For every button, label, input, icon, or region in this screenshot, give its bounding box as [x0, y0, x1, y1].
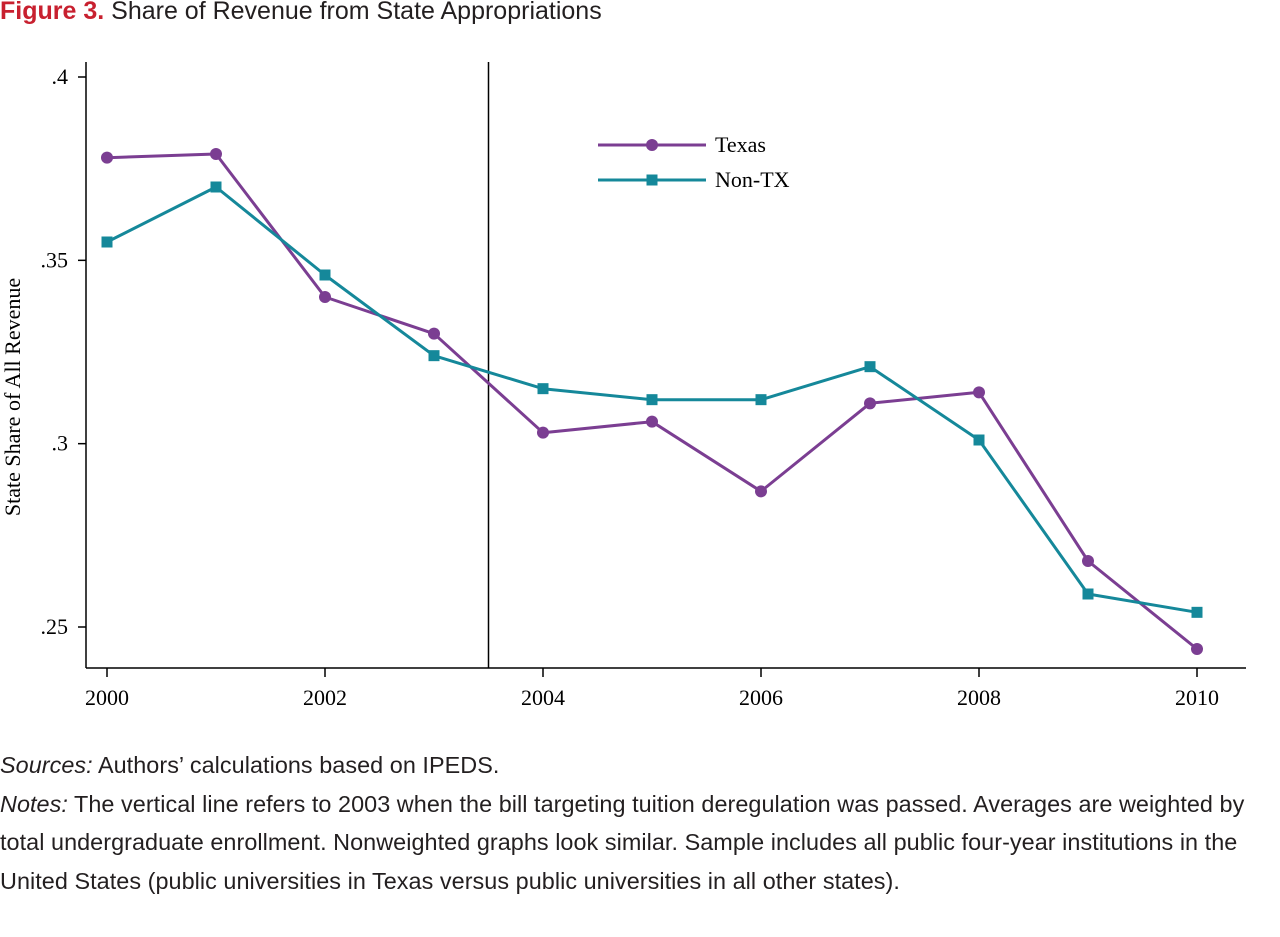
x-tick-label: 2010 [1175, 685, 1219, 710]
figure-notes: Sources: Authors’ calculations based on … [0, 746, 1280, 900]
legend: Texas Non-TX [598, 132, 790, 192]
axes: .25 .3 .35 .4 2000 2002 2004 2006 2008 2010 State … [0, 62, 1246, 710]
figure-title: Figure 3. Share of Revenue from State Ap… [0, 0, 602, 28]
y-tick-label: .35 [41, 247, 69, 272]
series-texas [101, 148, 1203, 655]
data-point-texas [428, 327, 440, 340]
notes-text: The vertical line refers to 2003 when th… [0, 790, 1245, 894]
data-point-non-tx [428, 350, 440, 362]
y-axis-title: State Share of All Revenue [0, 278, 25, 516]
data-point-non-tx [537, 383, 549, 395]
notes-label: Notes: [0, 790, 68, 817]
data-point-non-tx [210, 181, 222, 193]
data-point-non-tx [1082, 588, 1094, 600]
legend-marker-non-tx [646, 174, 658, 186]
x-tick-label: 2008 [957, 685, 1001, 710]
y-tick-label: .3 [52, 431, 69, 456]
sources-line: Sources: Authors’ calculations based on … [0, 746, 1280, 785]
data-point-non-tx [973, 434, 985, 446]
figure-number: Figure 3. [0, 0, 105, 25]
x-tick-label: 2004 [521, 685, 565, 710]
legend-item-texas: Texas [598, 132, 766, 157]
y-tick-label: .4 [52, 64, 69, 89]
x-tick-label: 2006 [739, 685, 783, 710]
y-tick-label: .25 [41, 614, 69, 639]
data-point-non-tx [755, 394, 767, 406]
data-point-texas [319, 291, 331, 303]
data-point-texas [210, 148, 222, 160]
sources-label: Sources: [0, 752, 93, 778]
data-point-texas [864, 397, 876, 410]
line-chart: .25 .3 .35 .4 2000 2002 2004 2006 2008 2010 State … [0, 62, 1246, 710]
data-point-texas [755, 485, 767, 498]
series-non-tx [101, 181, 1203, 618]
notes-paragraph: Notes: The vertical line refers to 2003 … [0, 785, 1280, 901]
sources-text: Authors’ calculations based on IPEDS. [92, 752, 500, 778]
x-tick-label: 2000 [85, 685, 129, 710]
data-point-texas [101, 151, 113, 164]
x-tick-label: 2002 [303, 685, 347, 710]
series-group [101, 148, 1203, 655]
data-point-non-tx [319, 269, 331, 281]
data-point-texas [646, 415, 658, 428]
data-point-texas [1082, 555, 1094, 567]
data-point-non-tx [646, 394, 658, 406]
data-point-non-tx [864, 361, 876, 373]
data-point-texas [1191, 643, 1203, 655]
legend-label-texas: Texas [715, 132, 766, 157]
data-point-texas [537, 426, 549, 439]
legend-label-non-tx: Non-TX [715, 167, 790, 192]
data-point-non-tx [101, 236, 113, 248]
legend-item-non-tx: Non-TX [598, 167, 790, 192]
data-point-texas [973, 386, 985, 399]
figure-title-text: Share of Revenue from State Appropriatio… [111, 0, 602, 25]
data-point-non-tx [1191, 606, 1203, 618]
legend-marker-texas [646, 139, 658, 151]
